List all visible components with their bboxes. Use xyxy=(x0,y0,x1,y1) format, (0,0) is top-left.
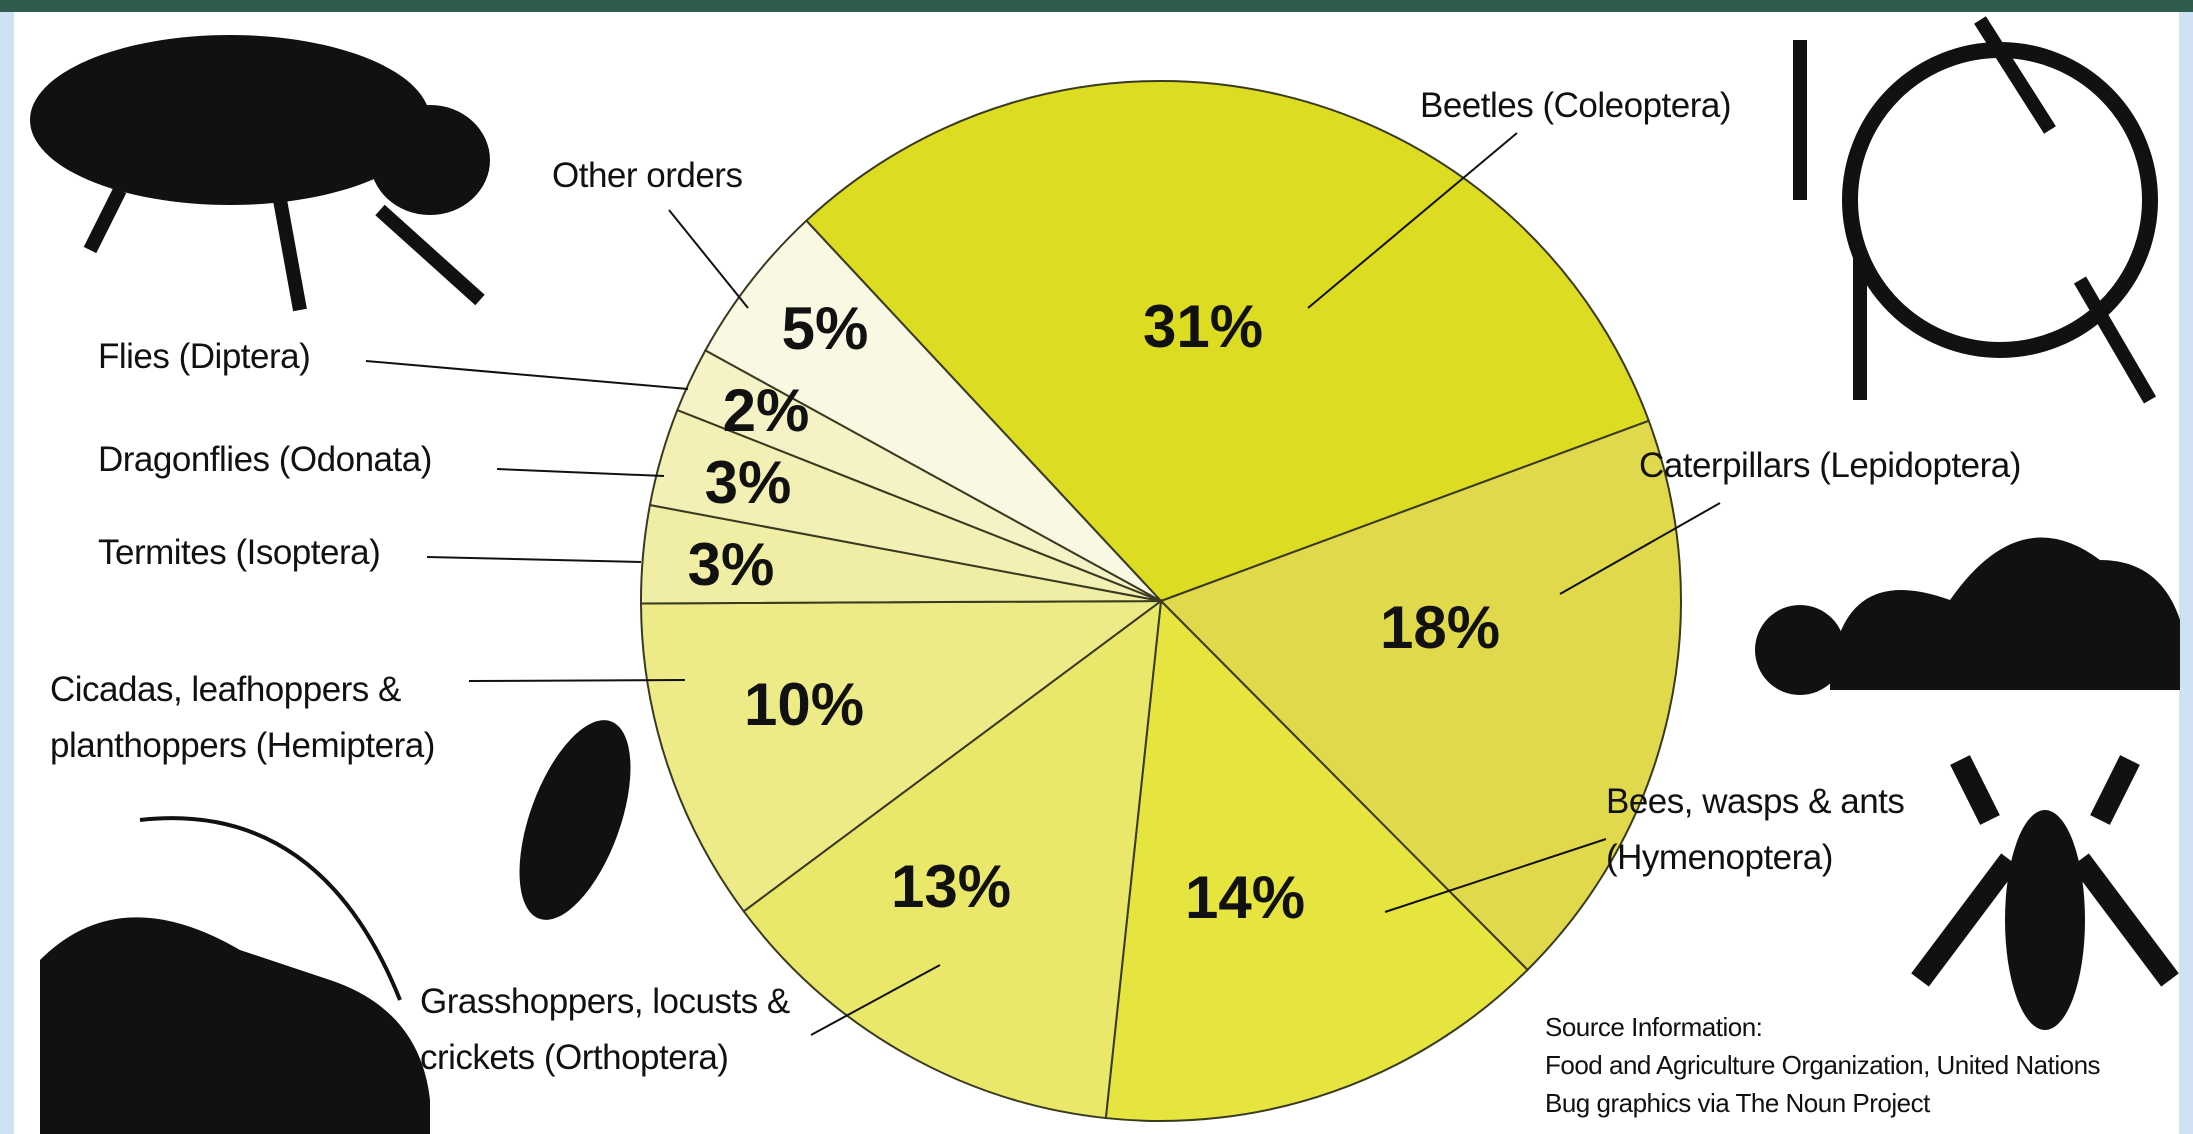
percent-label: 13% xyxy=(891,853,1011,920)
source-note: Source Information: xyxy=(1545,1012,1763,1042)
caterpillar-silhouette xyxy=(1830,537,2180,690)
slice-label: Flies (Diptera) xyxy=(98,337,311,376)
leader-line xyxy=(365,360,689,390)
source-note: Food and Agriculture Organization, Unite… xyxy=(1545,1050,2101,1080)
caterpillar-head xyxy=(1755,605,1845,695)
beetle-outline xyxy=(1842,42,2158,358)
leader-line xyxy=(668,209,749,309)
leader-line xyxy=(496,468,665,477)
pie-slice xyxy=(704,219,1162,602)
pie-slice xyxy=(1104,598,1529,1122)
leader-line xyxy=(468,679,686,682)
percent-label: 31% xyxy=(1143,293,1263,360)
slice-label: Beetles (Coleoptera) xyxy=(1420,86,1732,125)
leader-line xyxy=(1307,132,1518,309)
percent-label: 2% xyxy=(723,377,810,444)
percent-label: 10% xyxy=(744,671,864,738)
cicada-silhouette xyxy=(519,720,631,920)
fly-legs xyxy=(83,186,485,312)
slice-label: Caterpillars (Lepidoptera) xyxy=(1639,446,2021,485)
leader-line xyxy=(1384,838,1607,913)
slice-label: Termites (Isoptera) xyxy=(98,533,381,572)
wasp-wings xyxy=(1911,755,2179,987)
slice-label: Other orders xyxy=(552,156,743,195)
pie-slice xyxy=(804,80,1651,603)
pie-slice xyxy=(1159,419,1682,972)
slice-label: Dragonflies (Odonata) xyxy=(98,440,432,479)
leader-line xyxy=(426,556,642,563)
leader-line xyxy=(810,964,941,1036)
percent-label: 5% xyxy=(782,295,869,362)
pie-slice xyxy=(742,598,1163,1120)
slice-label: Bees, wasps & ants (Hymenoptera) xyxy=(1606,782,1905,877)
percent-label: 3% xyxy=(705,449,792,516)
beetle-legs xyxy=(1793,16,2157,404)
top-bar xyxy=(0,0,2193,12)
percent-label: 3% xyxy=(688,531,775,598)
percent-label: 14% xyxy=(1185,864,1305,931)
cricket-antenna xyxy=(139,816,402,1001)
slice-label: Cicadas, leafhoppers & planthoppers (Hem… xyxy=(50,670,435,765)
cricket-silhouette xyxy=(40,917,430,1134)
percent-label: 18% xyxy=(1380,594,1500,661)
leader-line xyxy=(1559,502,1721,595)
insect-silhouettes xyxy=(30,16,2180,1134)
fly-silhouette xyxy=(30,35,430,205)
source-note: Bug graphics via The Noun Project xyxy=(1545,1088,1930,1118)
slice-label: Grasshoppers, locusts & crickets (Orthop… xyxy=(420,982,790,1077)
wasp-body xyxy=(2005,810,2085,1030)
fly-head xyxy=(370,105,490,215)
pie-slice xyxy=(640,599,1165,913)
